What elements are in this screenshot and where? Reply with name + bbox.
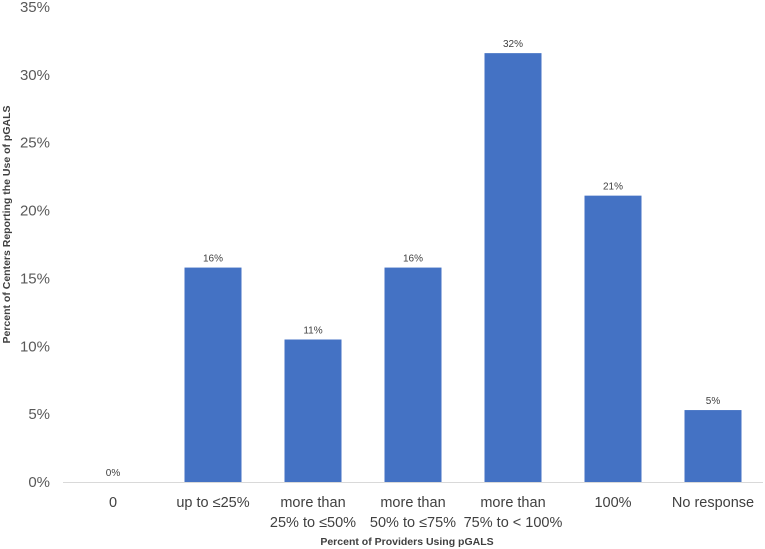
y-tick-label: 35% <box>20 0 50 16</box>
y-axis-title: Percent of Centers Reporting the Use of … <box>1 105 13 343</box>
x-tick-label: 0 <box>109 495 117 511</box>
x-tick-label: up to ≤25% <box>176 495 249 511</box>
bar <box>484 53 542 483</box>
x-tick-label: No response <box>672 495 754 511</box>
x-tick-label: more than 25% to ≤50% <box>270 495 356 531</box>
data-label: 0% <box>106 468 121 479</box>
y-tick-label: 10% <box>20 338 50 355</box>
y-tick-label: 5% <box>28 406 50 423</box>
data-label: 16% <box>403 254 423 265</box>
y-tick-label: 0% <box>28 474 50 491</box>
x-tick-label: more than 75% to < 100% <box>464 495 563 531</box>
bar <box>384 267 442 482</box>
bar <box>584 195 642 482</box>
bar <box>284 339 342 482</box>
data-label: 32% <box>503 39 523 50</box>
x-tick-label: more than 50% to ≤75% <box>370 495 456 531</box>
y-tick-label: 25% <box>20 135 50 152</box>
data-label: 11% <box>303 326 322 337</box>
data-label: 5% <box>706 396 721 407</box>
data-labels: 0% 16% 11% 16% 32% 21% 5% <box>106 39 721 479</box>
bar <box>684 410 742 482</box>
y-tick-label: 30% <box>20 67 50 84</box>
x-axis-ticks: 0 up to ≤25% more than 25% to ≤50% more than… <box>109 495 754 531</box>
x-axis-title: Percent of Providers Using pGALS <box>320 536 493 548</box>
y-tick-label: 20% <box>20 203 50 220</box>
data-label: 16% <box>203 254 223 265</box>
data-label: 21% <box>603 182 623 193</box>
bars <box>184 53 742 483</box>
y-tick-label: 15% <box>20 270 50 287</box>
bar <box>184 267 242 482</box>
y-axis-ticks: 0% 5% 10% 15% 20% 25% 30% 35% <box>20 0 50 491</box>
x-tick-label: 100% <box>594 495 631 511</box>
